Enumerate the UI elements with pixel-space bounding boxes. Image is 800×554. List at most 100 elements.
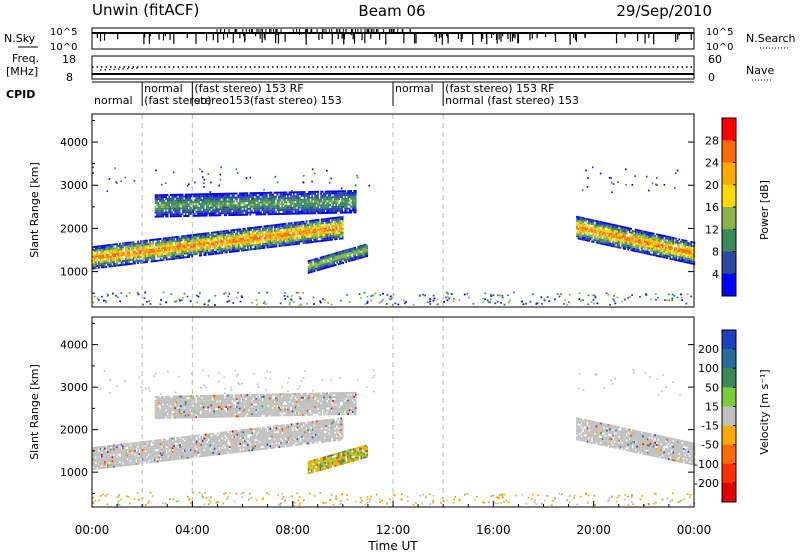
echo-cell [347, 195, 350, 198]
echo-cell [266, 244, 269, 247]
echo-cell [341, 198, 344, 201]
echo-cell [323, 237, 326, 240]
echo-cell [260, 239, 263, 242]
echo-cell [105, 250, 108, 253]
echo-cell [192, 207, 195, 210]
echo-cell [268, 226, 270, 229]
echo-cell [642, 236, 645, 239]
ground-scatter-cell [327, 302, 330, 304]
echo-cell [175, 201, 178, 204]
echo-cell [162, 196, 164, 199]
ground-scatter-cell [235, 296, 238, 299]
speckle-cell [625, 184, 627, 186]
echo-cell [327, 264, 329, 267]
echo-cell [193, 199, 196, 202]
echo-cell [214, 193, 217, 195]
echo-cell [363, 244, 366, 247]
echo-cell [171, 215, 173, 218]
echo-cell [138, 257, 141, 260]
echo-cell [150, 244, 153, 247]
echo-cell [314, 196, 316, 199]
echo-cell [603, 223, 605, 226]
echo-cell [622, 241, 625, 244]
echo-cell [331, 221, 333, 224]
echo-cell [336, 255, 339, 258]
echo-cell [315, 267, 317, 270]
echo-cell [226, 210, 229, 213]
echo-cell [649, 234, 652, 236]
echo-cell [284, 234, 287, 237]
echo-cell [310, 221, 312, 224]
echo-cell [204, 201, 207, 203]
echo-cell [319, 240, 321, 243]
echo-cell [319, 228, 321, 231]
echo-cell [279, 199, 282, 202]
echo-cell [108, 255, 111, 258]
echo-cell [194, 251, 197, 254]
echo-cell [314, 240, 317, 243]
echo-cell [111, 255, 114, 258]
echo-cell [589, 226, 592, 229]
echo-cell [238, 211, 241, 214]
echo-cell [185, 250, 188, 253]
echo-cell [255, 205, 258, 208]
echo-cell [203, 250, 206, 253]
echo-cell [277, 229, 279, 232]
echo-cell [293, 241, 296, 244]
echo-cell [284, 199, 286, 202]
echo-cell [332, 217, 335, 220]
echo-cell [595, 224, 598, 227]
echo-cell [122, 242, 124, 245]
echo-cell [673, 254, 676, 257]
echo-cell [313, 268, 316, 271]
echo-cell [251, 236, 254, 239]
ground-scatter-cell [96, 297, 99, 300]
echo-cell [293, 202, 295, 205]
echo-cell [337, 235, 340, 238]
speckle-cell [207, 173, 210, 175]
echo-cell [320, 192, 322, 195]
echo-cell [155, 244, 157, 247]
echo-cell [582, 226, 584, 229]
echo-cell [672, 240, 675, 243]
echo-cell [204, 195, 207, 198]
echo-cell [141, 255, 144, 258]
echo-cell [329, 223, 332, 226]
echo-cell [606, 224, 608, 227]
echo-cell [272, 237, 275, 240]
echo-cell [105, 460, 108, 463]
echo-cell [192, 233, 195, 236]
echo-cell [302, 210, 304, 213]
echo-cell [159, 241, 162, 244]
echo-cell [173, 249, 175, 252]
echo-cell [108, 265, 111, 268]
speckle-cell [164, 182, 167, 184]
echo-cell [296, 227, 299, 230]
echo-cell [172, 215, 175, 218]
ground-scatter-cell [443, 301, 445, 303]
echo-cell [219, 206, 222, 209]
echo-cell [257, 201, 259, 204]
echo-cell [93, 261, 96, 264]
echo-cell [315, 210, 318, 213]
echo-cell [92, 265, 94, 268]
echo-cell [137, 254, 139, 257]
echo-cell [235, 204, 238, 207]
echo-cell [336, 194, 339, 197]
echo-cell [314, 234, 317, 237]
echo-cell [249, 196, 252, 199]
echo-cell [252, 205, 255, 208]
echo-cell [322, 228, 324, 231]
echo-cell [275, 229, 278, 232]
echo-cell [96, 251, 99, 254]
echo-cell [332, 224, 335, 227]
echo-cell [159, 215, 161, 218]
echo-cell [640, 249, 643, 252]
echo-cell [317, 190, 319, 193]
echo-cell [315, 263, 317, 266]
echo-cell [111, 247, 114, 250]
echo-cell [329, 209, 331, 212]
echo-cell [627, 244, 629, 247]
echo-cell [143, 245, 145, 248]
echo-cell [180, 203, 182, 206]
